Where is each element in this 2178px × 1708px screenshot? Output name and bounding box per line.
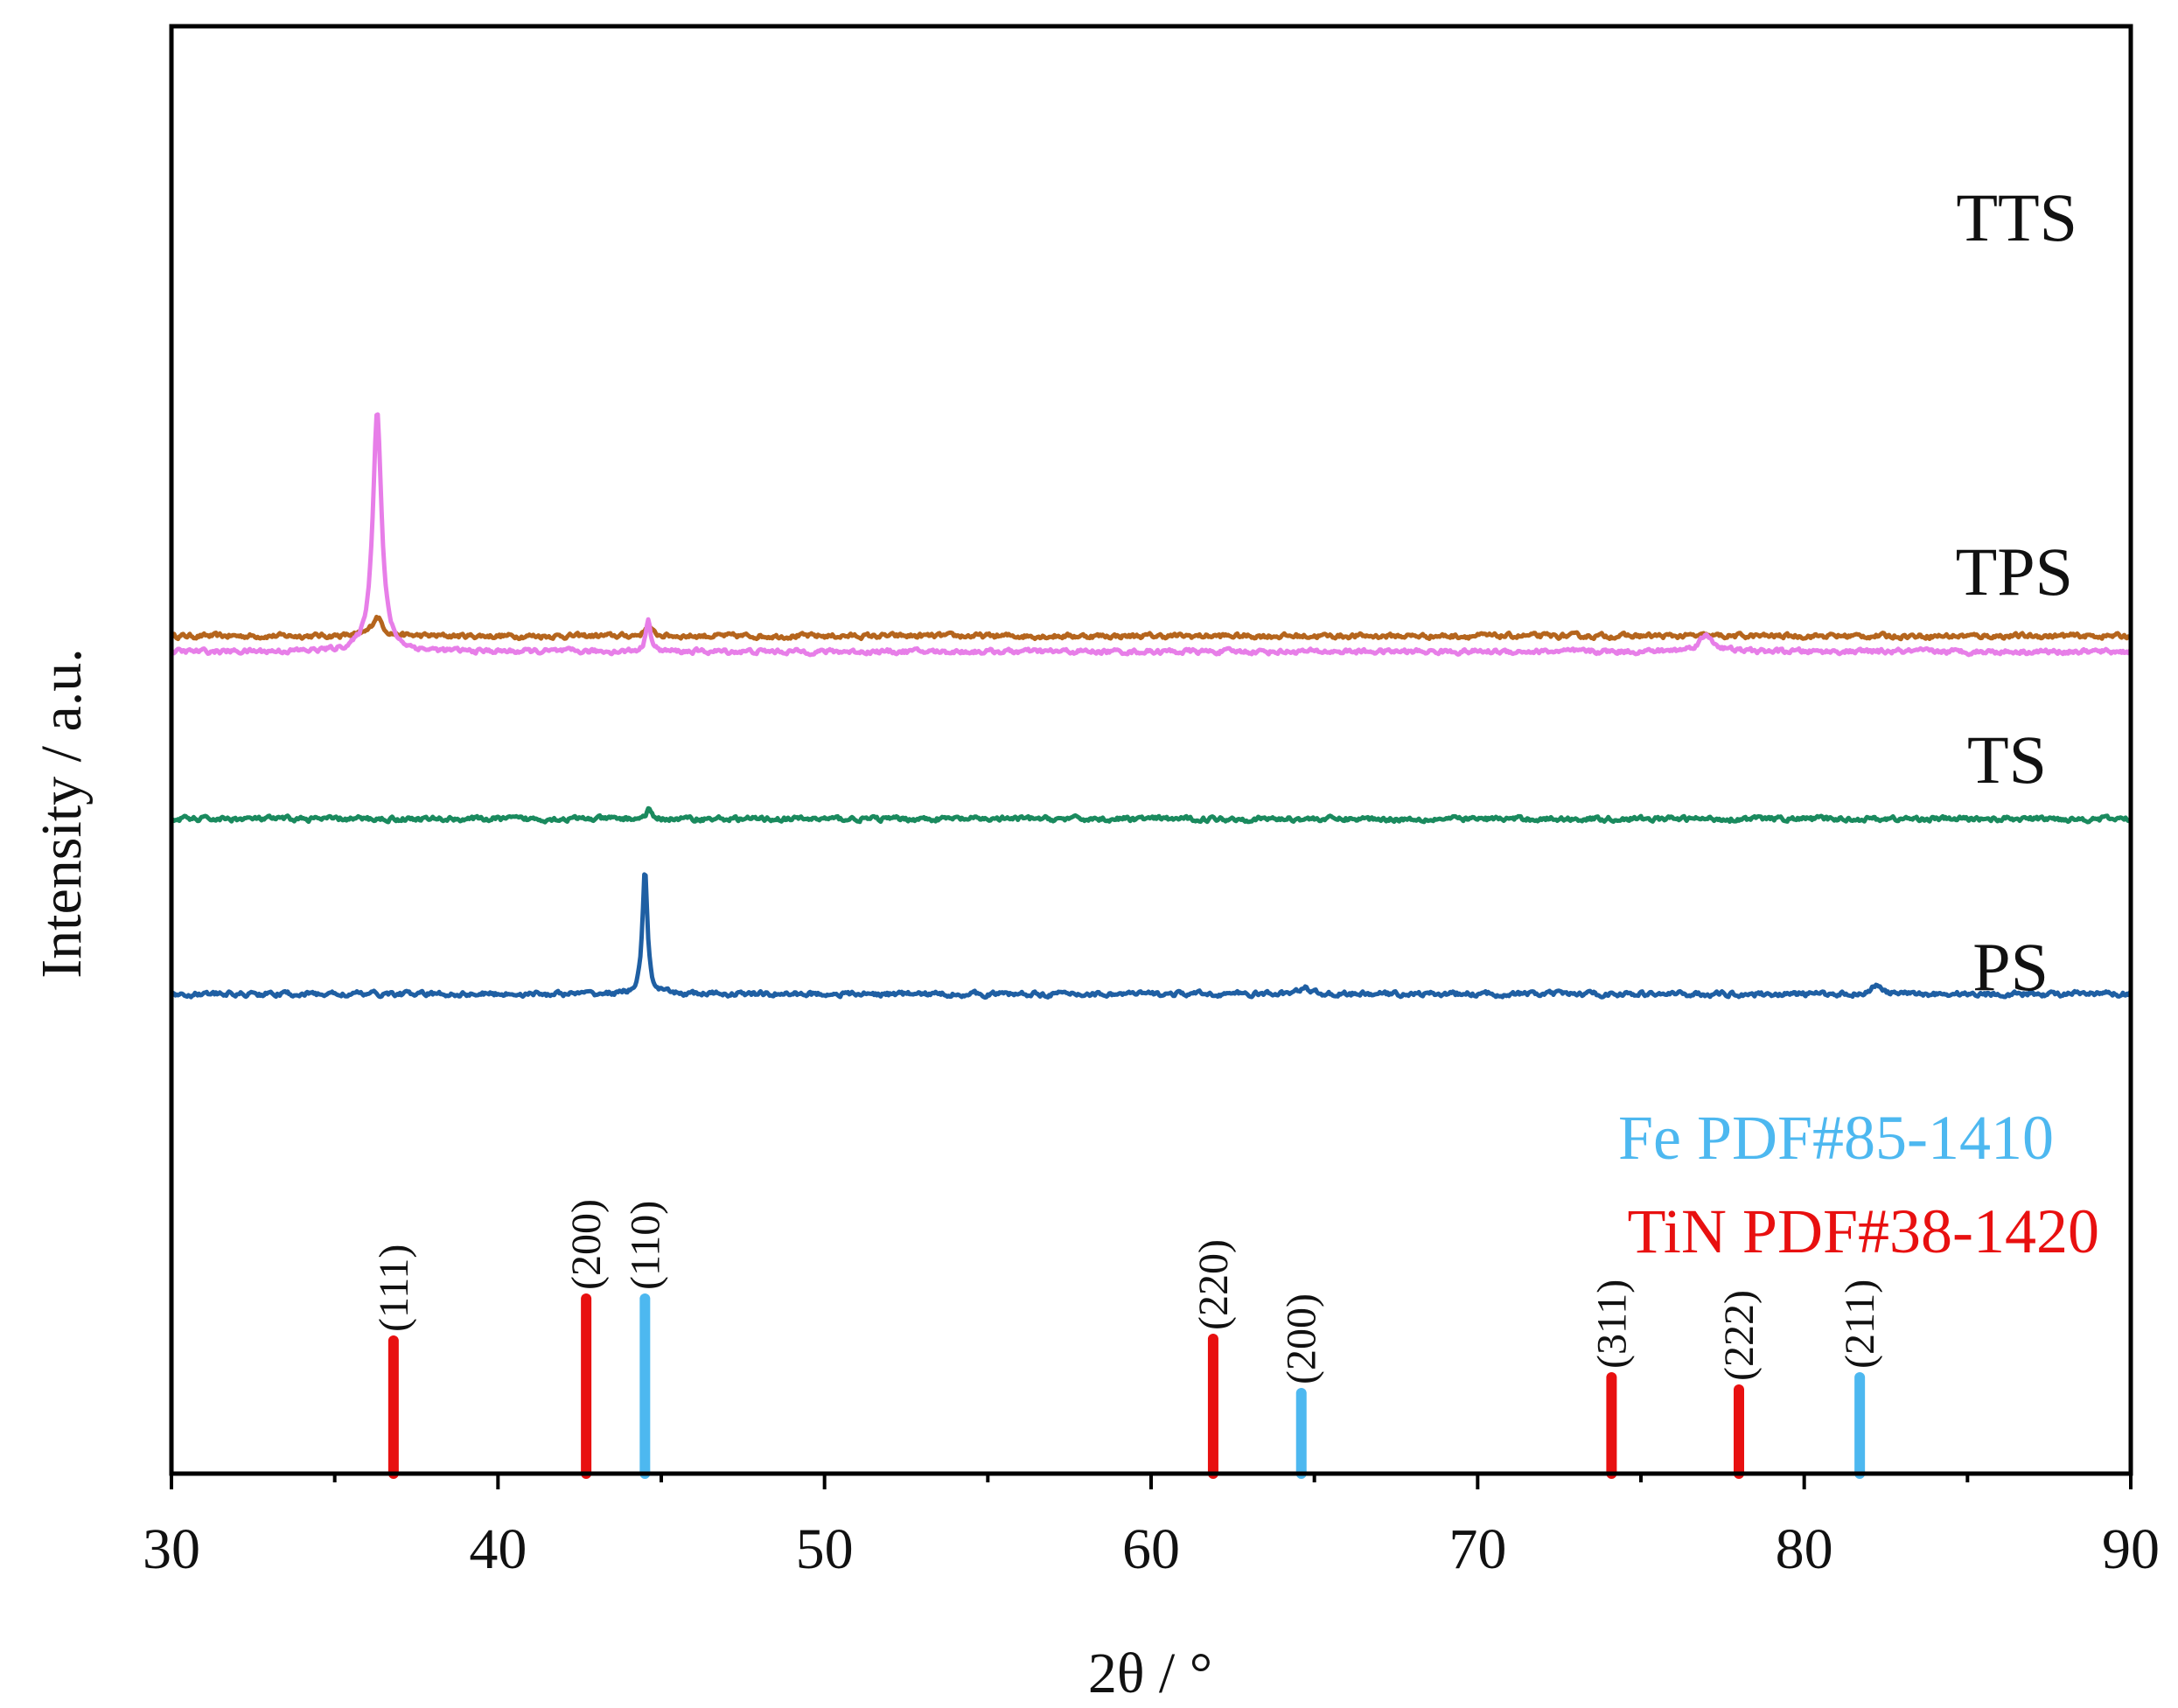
ref-hkl-label: (200) (1279, 1293, 1325, 1384)
ref-hkl-label: (200) (563, 1199, 610, 1290)
x-tick-label: 30 (143, 1517, 200, 1581)
x-tick-label: 60 (1122, 1517, 1180, 1581)
ref-hkl-label: (211) (1837, 1279, 1883, 1369)
x-axis-ticks: 30 40 50 60 70 80 90 (143, 1474, 2160, 1581)
x-tick-label: 50 (796, 1517, 854, 1581)
ref-hkl-label: (222) (1716, 1290, 1763, 1381)
ref-hkl-label: (220) (1190, 1239, 1237, 1330)
reference-lines: (110) (200) (211) (111) (200) (220) (311) (222) (371, 1199, 1883, 1479)
sample-label-ps: PS (1972, 929, 2049, 1005)
series-line-ps (170, 872, 2133, 1000)
ref-hkl-label: (111) (371, 1244, 417, 1332)
series-line-tps (169, 412, 2133, 658)
x-tick-label: 80 (1776, 1517, 1833, 1581)
x-tick-label: 40 (469, 1517, 527, 1581)
sample-label-tts: TTS (1956, 179, 2077, 255)
x-axis-title: 2θ / ° (1088, 1642, 1212, 1705)
x-tick-label: 70 (1449, 1517, 1506, 1581)
series-line-tts (169, 614, 2133, 642)
series-group (169, 412, 2133, 1000)
sample-label-ts: TS (1967, 722, 2047, 798)
ref-hkl-label: (110) (622, 1201, 668, 1290)
series-line-ts (170, 805, 2132, 825)
sample-label-tps: TPS (1956, 533, 2073, 610)
legend-tin-pdf: TiN PDF#38-1420 (1627, 1196, 2099, 1266)
ref-hkl-label: (311) (1588, 1279, 1635, 1369)
legend-fe-pdf: Fe PDF#85-1410 (1618, 1103, 2054, 1173)
x-tick-label: 90 (2102, 1517, 2160, 1581)
y-axis-title: Intensity / a.u. (30, 648, 94, 979)
